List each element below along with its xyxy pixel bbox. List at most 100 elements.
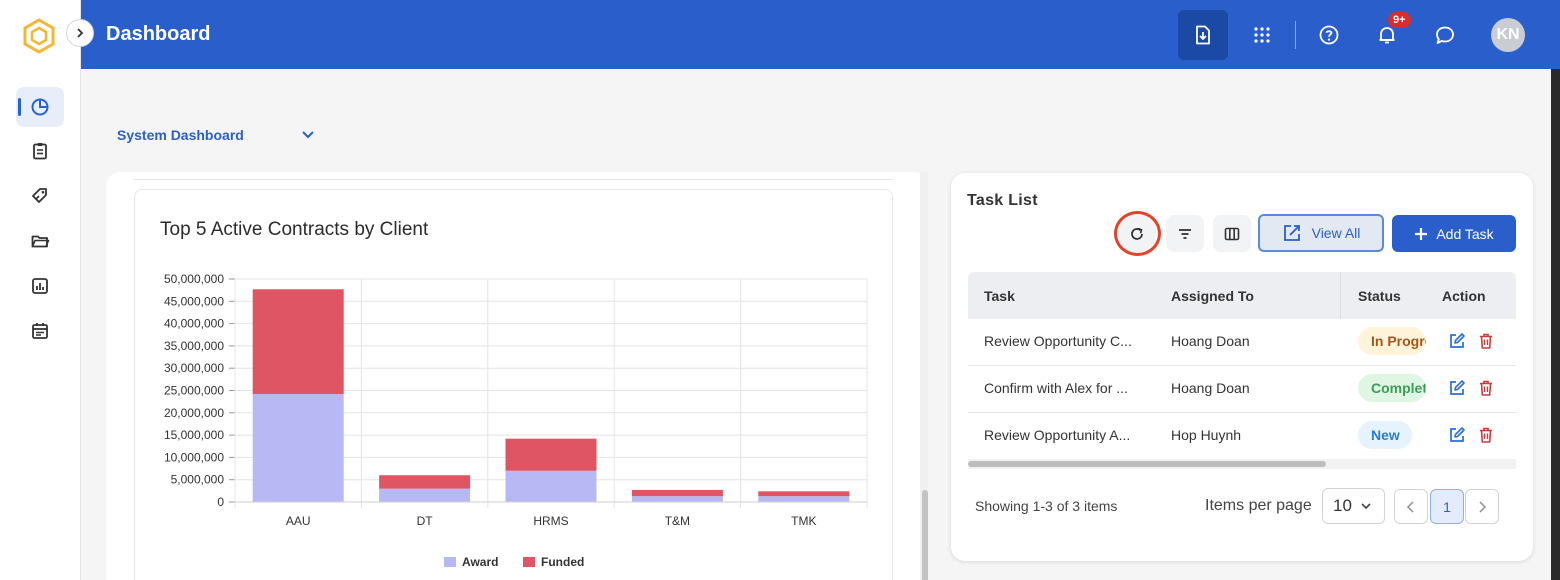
table-header	[968, 272, 1516, 319]
assigned-to: Hoang Doan	[1171, 333, 1250, 349]
bar-award	[631, 496, 723, 502]
plus-icon	[1415, 227, 1428, 240]
page-button-current[interactable]: 1	[1430, 489, 1464, 524]
previous-page-button[interactable]	[1394, 489, 1428, 524]
chevron-right-icon	[77, 28, 84, 38]
y-tick-label: 35,000,000	[164, 339, 224, 353]
task-name[interactable]: Review Opportunity C...	[984, 333, 1132, 349]
user-avatar[interactable]: KN	[1491, 18, 1525, 52]
edit-icon[interactable]	[1448, 332, 1466, 350]
x-tick-label: HRMS	[533, 514, 568, 528]
header-divider	[1295, 21, 1296, 49]
help-button[interactable]	[1304, 10, 1354, 60]
chevron-right-icon	[1479, 500, 1487, 513]
bar-award	[252, 394, 344, 502]
calendar-icon	[32, 323, 48, 339]
bar-award	[758, 496, 850, 502]
y-tick-label: 30,000,000	[164, 361, 224, 375]
y-tick-label: 50,000,000	[164, 272, 224, 286]
edit-icon[interactable]	[1448, 426, 1466, 444]
sidebar-item-reports[interactable]	[16, 266, 64, 306]
next-page-button[interactable]	[1465, 489, 1499, 524]
legend-label: Award	[462, 555, 498, 569]
y-tick-label: 15,000,000	[164, 428, 224, 442]
y-tick-label: 25,000,000	[164, 384, 224, 398]
x-tick-label: TMK	[791, 514, 816, 528]
add-task-button[interactable]: Add Task	[1392, 215, 1516, 252]
delete-icon[interactable]	[1477, 426, 1495, 444]
notification-badge: 9+	[1388, 12, 1411, 28]
download-button[interactable]	[1178, 10, 1228, 60]
folder-icon	[31, 235, 50, 248]
x-tick-label: AAU	[286, 514, 311, 528]
highlight-ring	[1114, 211, 1161, 256]
y-tick-label: 40,000,000	[164, 317, 224, 331]
y-tick-label: 0	[217, 495, 224, 509]
app-logo[interactable]	[22, 18, 56, 54]
chart-title: Top 5 Active Contracts by Client	[160, 219, 429, 240]
bar-award	[379, 488, 471, 502]
clipboard-icon	[33, 143, 47, 160]
y-tick-label: 5,000,000	[171, 473, 225, 487]
table-row[interactable]	[968, 366, 1516, 413]
sidebar-item-documents[interactable]	[16, 221, 64, 261]
bar-funded	[252, 289, 344, 395]
tag-icon	[32, 188, 47, 203]
bar-funded	[379, 475, 471, 489]
y-tick-label: 20,000,000	[164, 406, 224, 420]
help-icon	[1319, 25, 1339, 45]
edit-icon[interactable]	[1448, 379, 1466, 397]
notifications-button[interactable]	[1362, 10, 1412, 60]
sidebar-item-calendar[interactable]	[16, 311, 64, 351]
table-row[interactable]	[968, 319, 1516, 366]
column-header-task[interactable]: Task	[984, 288, 1015, 304]
scrollbar-thumb[interactable]	[968, 461, 1326, 467]
sidebar-item-dashboard[interactable]	[16, 87, 64, 127]
table-horizontal-scrollbar[interactable]	[968, 459, 1516, 469]
delete-icon[interactable]	[1477, 332, 1495, 350]
dashboard-select[interactable]: System Dashboard	[117, 127, 244, 143]
panel-scrollbar[interactable]	[920, 172, 928, 580]
chevron-down-icon	[1361, 503, 1371, 510]
task-name[interactable]: Confirm with Alex for ...	[984, 380, 1128, 396]
items-per-page-select[interactable]: 10	[1322, 488, 1385, 524]
task-name[interactable]: Review Opportunity A...	[984, 427, 1131, 443]
stacked-bar-chart: 0 5,000,000 10,000,000 15,000,000 20,000,000…	[164, 272, 868, 569]
view-all-button[interactable]: View All	[1258, 214, 1384, 252]
chat-button[interactable]	[1420, 10, 1470, 60]
y-tick-label: 10,000,000	[164, 450, 224, 464]
sidebar-toggle-button[interactable]	[66, 19, 94, 47]
delete-icon[interactable]	[1477, 379, 1495, 397]
legend-swatch	[444, 557, 456, 567]
status-badge: In Progress	[1358, 327, 1426, 355]
download-file-icon	[1196, 25, 1210, 45]
column-header-assigned-to[interactable]: Assigned To	[1171, 288, 1254, 304]
items-per-page-label: Items per page	[1205, 497, 1312, 514]
filter-icon	[1179, 228, 1191, 239]
status-badge: Completed	[1358, 374, 1426, 402]
column-divider[interactable]	[1340, 272, 1341, 319]
previous-widget-edge	[134, 172, 892, 180]
column-header-action: Action	[1442, 288, 1486, 304]
apps-button[interactable]	[1237, 10, 1287, 60]
panel-scrollbar-thumb[interactable]	[922, 490, 928, 580]
bar-funded	[631, 489, 723, 497]
x-tick-label: DT	[417, 514, 434, 528]
add-task-label: Add Task	[1436, 225, 1494, 242]
status-badge: New	[1358, 421, 1412, 449]
sidebar-item-tasks[interactable]	[16, 131, 64, 171]
sidebar	[0, 0, 81, 580]
legend-swatch	[523, 557, 535, 567]
filter-button[interactable]	[1166, 215, 1204, 252]
top-header: Dashboard 9+ KN	[81, 0, 1560, 69]
column-header-status[interactable]: Status	[1358, 288, 1401, 304]
bar-funded	[758, 491, 850, 497]
task-list-title: Task List	[967, 192, 1038, 209]
chevron-left-icon	[1406, 500, 1414, 513]
report-icon	[32, 278, 48, 294]
chevron-down-icon[interactable]	[300, 128, 316, 142]
sidebar-item-deals[interactable]	[16, 176, 64, 216]
view-all-label: View All	[1311, 225, 1361, 241]
assigned-to: Hop Huynh	[1171, 427, 1242, 443]
columns-button[interactable]	[1213, 215, 1251, 252]
